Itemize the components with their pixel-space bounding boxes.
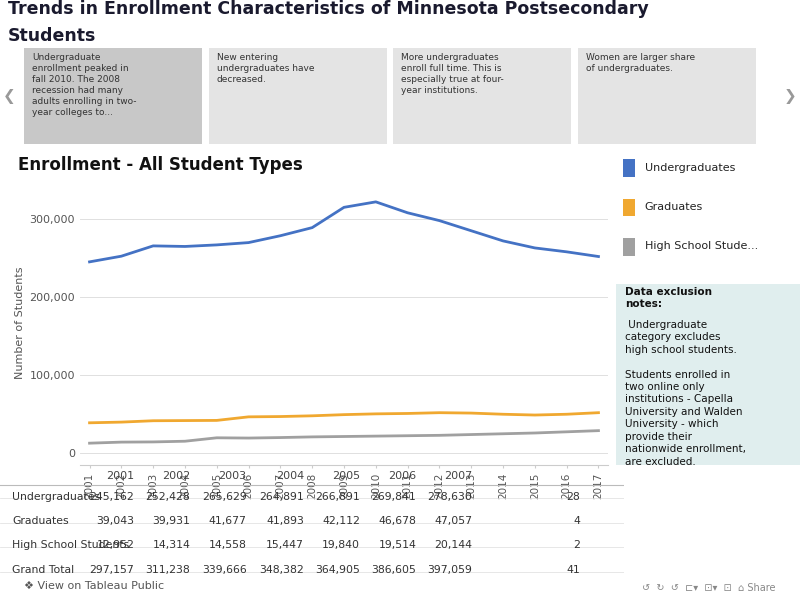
Text: Undergraduates: Undergraduates — [645, 163, 735, 173]
Text: Grand Total: Grand Total — [13, 565, 74, 575]
Text: 265,629: 265,629 — [202, 491, 246, 502]
Text: 311,238: 311,238 — [146, 565, 190, 575]
Text: 2006: 2006 — [388, 470, 416, 481]
Text: Enrollment - All Student Types: Enrollment - All Student Types — [18, 156, 303, 174]
Text: 14,314: 14,314 — [153, 541, 190, 550]
Text: Undergraduates: Undergraduates — [13, 491, 101, 502]
Text: 348,382: 348,382 — [259, 565, 304, 575]
Text: 46,678: 46,678 — [378, 516, 416, 526]
Text: ❖ View on Tableau Public: ❖ View on Tableau Public — [24, 581, 164, 590]
FancyBboxPatch shape — [578, 49, 756, 143]
Text: 14,558: 14,558 — [209, 541, 246, 550]
Text: High School Students: High School Students — [13, 541, 130, 550]
Text: 264,891: 264,891 — [259, 491, 304, 502]
Text: 2: 2 — [574, 541, 580, 550]
Text: 266,891: 266,891 — [315, 491, 360, 502]
Text: 47,057: 47,057 — [434, 516, 472, 526]
Text: Students: Students — [8, 27, 96, 45]
Text: Data exclusion
notes:: Data exclusion notes: — [626, 287, 712, 310]
Text: 386,605: 386,605 — [371, 565, 416, 575]
Text: 41: 41 — [566, 565, 580, 575]
Text: 2007: 2007 — [444, 470, 472, 481]
Text: 397,059: 397,059 — [427, 565, 472, 575]
Y-axis label: Number of Students: Number of Students — [15, 266, 26, 379]
Text: 252,428: 252,428 — [146, 491, 190, 502]
Text: ❯: ❯ — [784, 88, 797, 103]
FancyBboxPatch shape — [616, 284, 800, 465]
Text: 364,905: 364,905 — [315, 565, 360, 575]
FancyBboxPatch shape — [393, 49, 571, 143]
Text: 15,447: 15,447 — [266, 541, 304, 550]
Text: 269,841: 269,841 — [371, 491, 416, 502]
Text: 41,893: 41,893 — [266, 516, 304, 526]
Text: Trends in Enrollment Characteristics of Minnesota Postsecondary: Trends in Enrollment Characteristics of … — [8, 0, 649, 18]
Text: High School Stude...: High School Stude... — [645, 241, 758, 251]
Text: ❮: ❮ — [3, 88, 16, 103]
Text: 39,043: 39,043 — [96, 516, 134, 526]
Text: 339,666: 339,666 — [202, 565, 246, 575]
Text: Graduates: Graduates — [645, 202, 702, 212]
FancyBboxPatch shape — [209, 49, 386, 143]
Text: 2002: 2002 — [162, 470, 190, 481]
Text: 19,514: 19,514 — [378, 541, 416, 550]
Text: 278,630: 278,630 — [427, 491, 472, 502]
Text: 39,931: 39,931 — [153, 516, 190, 526]
FancyBboxPatch shape — [623, 160, 635, 177]
Text: Undergraduate
category excludes
high school students.

Students enrolled in
two : Undergraduate category excludes high sch… — [626, 320, 746, 467]
Text: Graduates: Graduates — [13, 516, 69, 526]
Text: 2004: 2004 — [276, 470, 304, 481]
Text: 42,112: 42,112 — [322, 516, 360, 526]
FancyBboxPatch shape — [24, 49, 202, 143]
Text: 245,162: 245,162 — [90, 491, 134, 502]
Text: 20,144: 20,144 — [434, 541, 472, 550]
Text: 4: 4 — [574, 516, 580, 526]
Text: 19,840: 19,840 — [322, 541, 360, 550]
Text: 12,952: 12,952 — [96, 541, 134, 550]
Text: 28: 28 — [566, 491, 580, 502]
FancyBboxPatch shape — [623, 199, 635, 216]
Text: ↺  ↻  ↺  ⊏▾  ⊡▾  ⊡  ⌂ Share: ↺ ↻ ↺ ⊏▾ ⊡▾ ⊡ ⌂ Share — [642, 583, 776, 593]
Text: 2003: 2003 — [218, 470, 246, 481]
Text: 297,157: 297,157 — [90, 565, 134, 575]
Text: Women are larger share
of undergraduates.: Women are larger share of undergraduates… — [586, 53, 695, 73]
Text: 41,677: 41,677 — [209, 516, 246, 526]
Text: New entering
undergraduates have
decreased.: New entering undergraduates have decreas… — [217, 53, 314, 84]
Text: Undergraduate
enrollment peaked in
fall 2010. The 2008
recession had many
adults: Undergraduate enrollment peaked in fall … — [32, 53, 137, 117]
Text: 2005: 2005 — [332, 470, 360, 481]
Text: More undergraduates
enroll full time. This is
especially true at four-
year inst: More undergraduates enroll full time. Th… — [401, 53, 504, 95]
Text: 2001: 2001 — [106, 470, 134, 481]
FancyBboxPatch shape — [623, 238, 635, 256]
